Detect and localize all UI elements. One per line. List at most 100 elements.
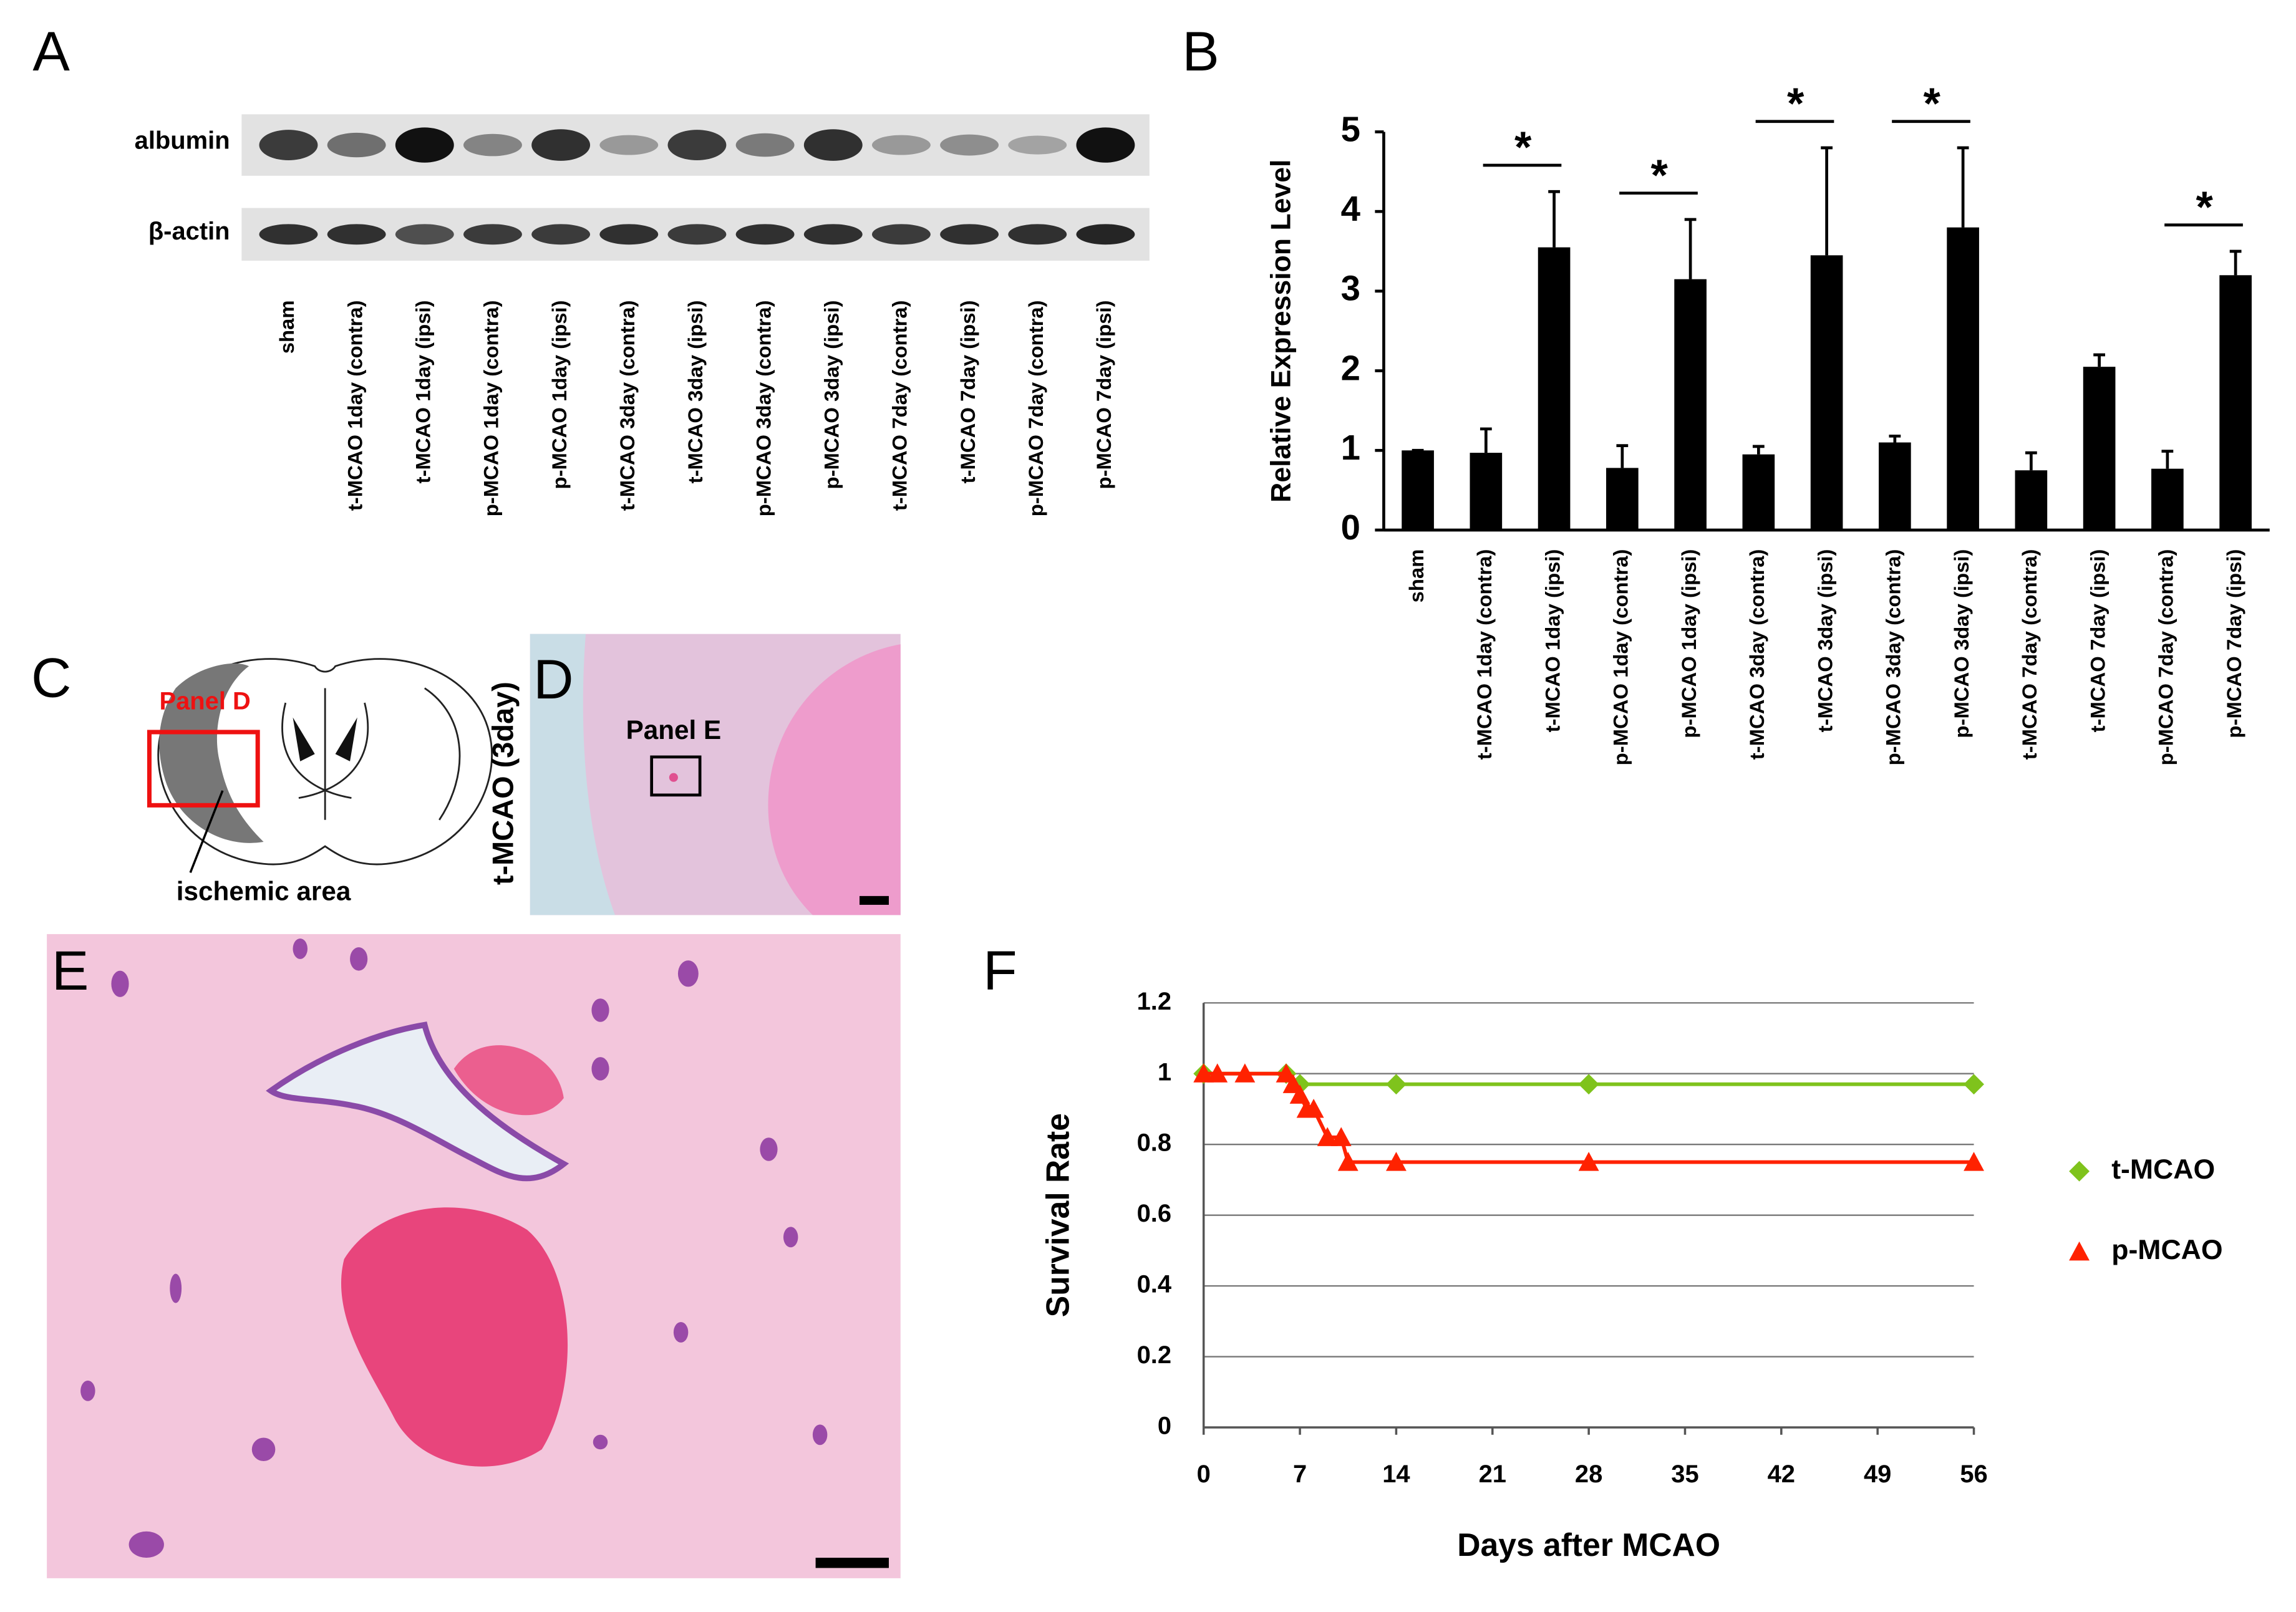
legend-marker: [2069, 1161, 2090, 1182]
blot-band: [463, 133, 522, 157]
histology-d: [530, 634, 901, 915]
error-bar: [1752, 445, 1765, 455]
blot-band: [667, 224, 727, 245]
blot-band: [327, 132, 386, 158]
y-axis-label: Survival Rate: [1039, 1113, 1075, 1317]
x-tick-label: t-MCAO 7day (contra): [2018, 549, 2041, 760]
x-tick-label: 28: [1575, 1460, 1602, 1488]
marker: [1964, 1074, 1984, 1095]
marker: [1578, 1152, 1599, 1171]
lane-label: p-MCAO 3day (ipsi): [820, 300, 843, 489]
lane-label: p-MCAO 7day (ipsi): [1092, 300, 1115, 489]
error-bar: [2093, 353, 2105, 367]
scale-bar: [815, 1557, 889, 1568]
lane-label: p-MCAO 3day (contra): [752, 300, 775, 516]
error-bar: [1548, 190, 1560, 248]
blot-band: [871, 224, 931, 245]
panel-e-box: [650, 755, 702, 797]
ventricles: [293, 717, 357, 761]
ischemic-area: [159, 663, 264, 843]
row-label: β-actin: [148, 218, 230, 245]
x-tick-label: p-MCAO 7day (ipsi): [2222, 549, 2245, 738]
y-tick-label: 0.2: [1137, 1341, 1171, 1369]
vessel: [266, 1021, 569, 1182]
lane-label: t-MCAO 1day (ipsi): [411, 300, 434, 483]
bar: [1674, 279, 1707, 530]
legend-label: t-MCAO: [2111, 1154, 2215, 1185]
bar: [2151, 468, 2184, 530]
bar: [1538, 247, 1571, 530]
error-bar: [1957, 146, 1969, 228]
blot-band: [871, 135, 931, 155]
hemorrhage: [669, 773, 678, 782]
legend-label: p-MCAO: [2111, 1235, 2222, 1265]
x-tick-label: p-MCAO 3day (ipsi): [1950, 549, 1973, 738]
y-tick-label: 5: [1341, 109, 1360, 148]
x-tick-label: p-MCAO 3day (contra): [1882, 549, 1905, 766]
marker: [1303, 1099, 1324, 1118]
panel-label: C: [31, 647, 71, 709]
lane-label: p-MCAO 1day (ipsi): [548, 300, 571, 489]
marker: [1234, 1063, 1256, 1083]
scale-bar: [860, 895, 889, 905]
brain-structure: [281, 688, 369, 820]
lane-label: p-MCAO 1day (contra): [480, 300, 503, 516]
pointer-line: [189, 790, 224, 873]
y-tick-label: 0.4: [1137, 1271, 1171, 1298]
x-tick-label: 7: [1293, 1460, 1307, 1488]
panel-d-box: [147, 730, 260, 808]
panel-label: E: [52, 939, 89, 1001]
tissue-region: [768, 644, 901, 915]
lane-label: p-MCAO 7day (contra): [1024, 300, 1047, 516]
y-tick-label: 1: [1158, 1058, 1171, 1086]
bar: [1742, 454, 1775, 530]
error-bar: [2229, 249, 2242, 276]
bar: [1879, 442, 1911, 530]
blot-band: [259, 224, 318, 245]
blot-band: [531, 129, 591, 161]
brain-schematic: [147, 658, 493, 873]
bar: [1606, 468, 1639, 530]
blot-band: [327, 224, 386, 245]
y-tick-label: 2: [1341, 348, 1360, 387]
y-tick-label: 0.6: [1137, 1200, 1171, 1227]
blot-band: [803, 224, 863, 245]
x-tick-label: t-MCAO 1day (contra): [1473, 549, 1496, 760]
blot-band: [803, 129, 863, 161]
blot-band: [599, 135, 659, 155]
marker: [1964, 1152, 1984, 1171]
blot-band: [531, 224, 591, 245]
bar: [2083, 367, 2116, 530]
nuclei: [80, 938, 828, 1558]
brain-structure: [424, 687, 461, 821]
blot-band: [395, 224, 454, 245]
marker: [1317, 1127, 1338, 1146]
region-label: Panel E: [626, 715, 722, 745]
y-tick-label: 3: [1341, 269, 1360, 308]
marker: [1330, 1127, 1352, 1146]
significance-mark: *: [1650, 150, 1668, 200]
lane-label: t-MCAO 3day (ipsi): [684, 300, 707, 483]
blot-band: [1008, 224, 1067, 245]
blot-band: [395, 127, 454, 163]
histology-e: [47, 934, 901, 1578]
marker: [1193, 1063, 1214, 1083]
lane-label: sham: [275, 300, 298, 354]
x-tick-label: p-MCAO 1day (contra): [1609, 549, 1632, 766]
blot-band: [735, 224, 795, 245]
blot-band: [735, 133, 795, 157]
x-axis-label: Days after MCAO: [1457, 1527, 1720, 1563]
y-tick-label: 4: [1341, 189, 1361, 228]
western-blot: [241, 114, 1150, 261]
error-bar: [2161, 450, 2174, 469]
blot-band: [1076, 224, 1135, 245]
blot-band: [259, 130, 318, 160]
marker: [1385, 1152, 1407, 1171]
bar: [1402, 450, 1434, 530]
blot-band: [463, 224, 522, 245]
x-tick-label: 42: [1768, 1460, 1795, 1488]
marker: [1385, 1074, 1407, 1095]
x-tick-label: 21: [1479, 1460, 1506, 1488]
y-tick-label: 0: [1158, 1412, 1171, 1440]
